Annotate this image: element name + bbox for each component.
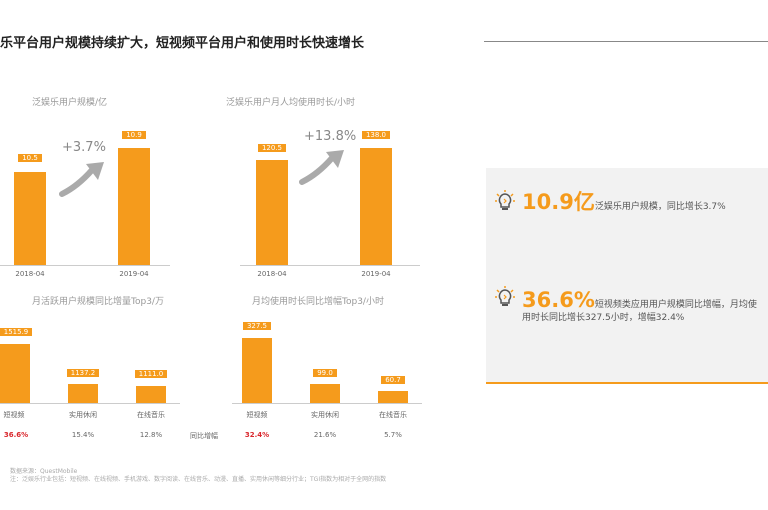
growth-label: 21.6% — [313, 431, 337, 439]
tick-label: 实用休闲 — [69, 411, 97, 419]
data-label: 1137.2 — [67, 369, 99, 377]
kpi-panel: 10.9亿泛娱乐用户规模，同比增长3.7% 36.6%短视频类应用用户规模同比增… — [486, 168, 768, 384]
growth-annotation: +13.8% — [304, 129, 357, 144]
x-axis — [0, 265, 170, 266]
growth-label: 32.4% — [244, 431, 270, 439]
tick-label: 2019-04 — [119, 270, 149, 278]
bar — [256, 160, 288, 265]
growth-label: 5.7% — [384, 431, 402, 439]
tick-label: 在线音乐 — [379, 411, 407, 419]
chart-title: 泛娱乐用户规模/亿 — [32, 98, 108, 108]
kpi-value: 36.6% — [522, 288, 595, 312]
growth-arrow-icon — [299, 150, 344, 185]
growth-label: 12.8% — [139, 431, 163, 439]
kpi-value: 10.9亿 — [522, 190, 595, 214]
data-label: 1515.9 — [0, 328, 32, 336]
growth-label: 36.6% — [3, 431, 29, 439]
data-label: 120.5 — [258, 144, 286, 152]
bar — [242, 338, 272, 403]
kpi-short-video: 36.6%短视频类应用用户规模同比增幅，月均使用时长同比增长327.5小时，增幅… — [522, 288, 762, 325]
x-axis — [0, 403, 180, 404]
kpi-text: 短视频类应用用户规模同比增幅，月均使用时长同比增长327.5小时，增幅32.4% — [522, 300, 757, 323]
bar — [310, 384, 340, 403]
page-title: 乐平台用户规模持续扩大，短视频平台用户和使用时长快速增长 — [0, 36, 365, 51]
data-label: 10.9 — [122, 131, 146, 139]
growth-annotation: +3.7% — [62, 140, 106, 155]
data-label: 99.0 — [313, 369, 337, 377]
bar — [360, 148, 392, 265]
growth-label: 15.4% — [71, 431, 95, 439]
kpi-user-scale: 10.9亿泛娱乐用户规模，同比增长3.7% — [522, 190, 762, 214]
x-axis — [240, 265, 420, 266]
tick-label: 实用休闲 — [311, 411, 339, 419]
data-label: 327.5 — [243, 322, 271, 330]
chart-title: 泛娱乐用户月人均使用时长/小时 — [226, 98, 356, 108]
footnote: 注：泛娱乐行业包括：短视频、在线视频、手机游戏、数字阅读、在线音乐、动漫、直播、… — [10, 476, 387, 483]
kpi-text: 泛娱乐用户规模，同比增长3.7% — [594, 202, 726, 212]
data-label: 60.7 — [381, 376, 405, 384]
row-label: 同比增幅 — [190, 432, 218, 440]
lightbulb-icon — [495, 190, 515, 210]
bar — [136, 386, 166, 403]
title-rule — [484, 41, 768, 42]
tick-label: 短视频 — [246, 411, 268, 419]
growth-arrow-icon — [59, 162, 104, 197]
chart-title: 月均使用时长同比增幅Top3/小时 — [252, 297, 384, 307]
tick-label: 2018-04 — [257, 270, 287, 278]
data-label: 10.5 — [18, 154, 42, 162]
tick-label: 2018-04 — [15, 270, 45, 278]
bar — [14, 172, 46, 265]
tick-label: 2019-04 — [361, 270, 391, 278]
lightbulb-icon — [495, 286, 515, 306]
bar — [378, 391, 408, 403]
chart-title: 月活跃用户规模同比增量Top3/万 — [32, 297, 164, 307]
tick-label: 短视频 — [3, 411, 25, 419]
bar — [68, 384, 98, 403]
data-label: 1111.0 — [135, 370, 167, 378]
data-label: 138.0 — [362, 131, 390, 139]
x-axis — [232, 403, 422, 404]
bar — [0, 344, 30, 403]
source-note: 数据来源：QuestMobile — [10, 468, 78, 475]
bar — [118, 148, 150, 265]
tick-label: 在线音乐 — [137, 411, 165, 419]
